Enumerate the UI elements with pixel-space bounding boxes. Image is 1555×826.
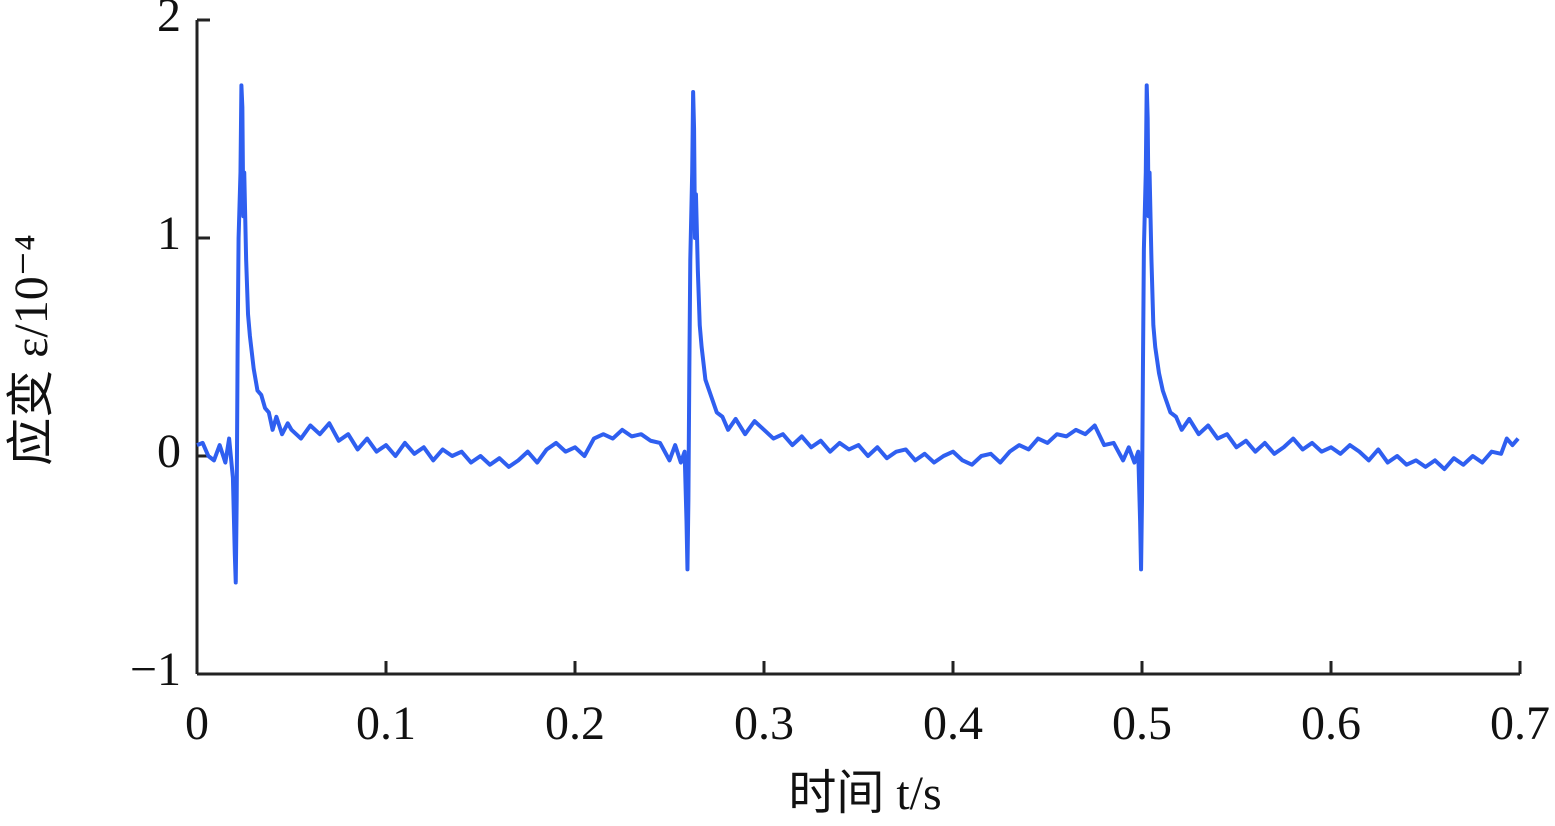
y-axis-label: 应变 ε/10⁻⁴ [5, 234, 58, 466]
x-tick-label: 0.2 [545, 697, 605, 750]
x-tick-label: 0.7 [1490, 697, 1550, 750]
y-tick-label: 0 [157, 425, 181, 478]
x-tick-label: 0.5 [1112, 697, 1172, 750]
x-tick-label: 0 [185, 697, 209, 750]
x-axis-label: 时间 t/s [788, 767, 941, 820]
x-tick-label: 0.4 [923, 697, 983, 750]
y-tick-label: −1 [130, 643, 181, 696]
y-tick-label: 2 [157, 0, 181, 42]
x-tick-label: 0.6 [1301, 697, 1361, 750]
y-tick-label: 1 [157, 207, 181, 260]
x-tick-label: 0.1 [356, 697, 416, 750]
data-line [196, 83, 1520, 585]
x-tick-label: 0.3 [734, 697, 794, 750]
